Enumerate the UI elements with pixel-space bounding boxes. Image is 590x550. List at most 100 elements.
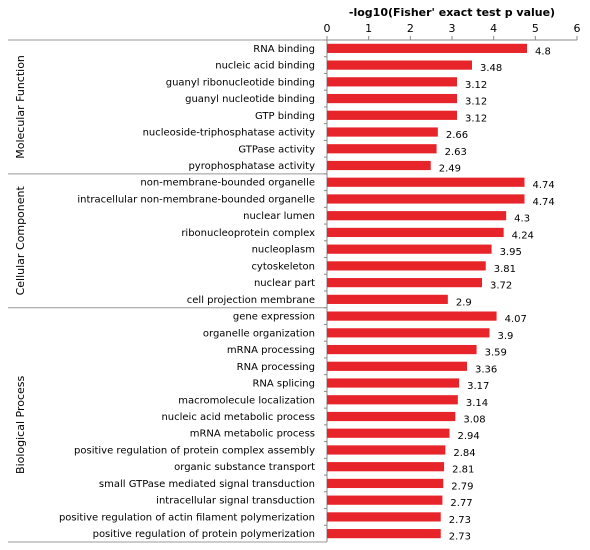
x-axis-ticks: 0 1 2 3 4 5 6 [324,22,581,40]
category-label: nucleoside-triphosphatase activity [143,128,315,139]
value-label: 3.17 [467,381,489,392]
bar [327,428,450,438]
category-label: small GTPase mediated signal transductio… [99,479,315,490]
category-label: organelle organization [203,328,315,339]
x-tick-label: 6 [574,22,581,35]
bar [327,478,444,489]
category-label: macromolecule localization [178,395,315,406]
bar [327,445,446,455]
category-label: GTPase activity [238,144,315,155]
bar [327,395,458,405]
category-label: nuclear part [254,278,315,289]
x-tick-label: 2 [407,22,414,35]
bar [327,328,490,338]
bar [327,512,441,522]
category-label: organic substance transport [174,462,315,473]
category-label: intracellular signal transduction [156,496,315,507]
category-label: cytoskeleton [251,261,315,272]
bar [327,361,467,371]
category-label: positive regulation of protein polymeriz… [93,529,315,540]
value-label: 2.73 [449,532,471,543]
bar [327,294,448,304]
x-tick-label: 5 [532,22,539,35]
group-label: Biological Process [14,375,27,473]
value-label: 2.63 [445,147,467,158]
group-label: Molecular Function [14,55,27,159]
bar [327,60,472,70]
bar [327,311,497,321]
value-label: 4.3 [514,214,530,225]
value-label: 3.48 [480,63,502,74]
value-label: 2.81 [452,465,474,476]
bar [327,344,477,355]
bar [327,110,457,120]
bar [327,211,507,221]
category-label: positive regulation of actin filament po… [59,512,315,523]
category-label: non-membrane-bounded organelle [140,178,315,189]
x-tick-label: 1 [365,22,372,35]
bar [327,378,460,388]
group-label: Cellular Component [14,186,27,296]
value-label: 3.59 [485,348,507,359]
value-label: 3.12 [465,80,487,91]
value-label: 3.72 [490,281,512,292]
bar [327,160,431,171]
value-label: 3.12 [465,97,487,108]
bar [327,411,456,422]
category-label: positive regulation of protein complex a… [74,445,315,456]
bar [327,144,437,154]
bar [327,278,482,288]
value-label: 3.9 [498,331,514,342]
value-label: 4.74 [533,197,555,208]
category-label: pyrophosphatase activity [188,161,315,172]
bar [327,227,504,238]
x-axis-title: -log10(Fisher' exact test p value) [349,6,555,19]
value-label: 3.95 [500,247,522,258]
bar [327,177,525,187]
bar [327,495,443,505]
x-tick-label: 0 [324,22,331,35]
value-label: 4.74 [533,180,555,191]
value-label: 3.12 [465,113,487,124]
value-label: 3.08 [463,415,485,426]
x-tick-label: 4 [490,22,497,35]
bar [327,529,441,539]
category-label: gene expression [233,312,315,323]
category-label: guanyl nucleotide binding [185,94,315,105]
category-label: cell projection membrane [187,295,315,306]
value-label: 4.24 [512,230,534,241]
category-label: RNA splicing [252,379,315,390]
axes [8,39,577,543]
bar [327,93,457,104]
category-label: ribonucleoprotein complex [181,228,315,239]
value-label: 2.9 [456,297,472,308]
value-label: 3.36 [475,364,497,375]
category-label: guanyl ribonucleotide binding [166,77,315,88]
category-label: mRNA metabolic process [190,429,315,440]
category-label: nuclear lumen [243,211,315,222]
category-label: nucleic acid metabolic process [161,412,315,423]
value-label: 4.07 [505,314,527,325]
category-label: intracellular non-membrane-bounded organ… [77,194,315,205]
category-label: RNA binding [253,44,315,55]
value-label: 2.77 [450,498,472,509]
value-label: 2.84 [453,448,475,459]
bar [327,43,527,53]
value-label: 2.49 [439,164,461,175]
x-tick-label: 3 [449,22,456,35]
bar [327,462,445,472]
bar [327,244,492,254]
value-label: 3.14 [466,398,488,409]
value-label: 2.94 [458,431,480,442]
bar [327,127,438,137]
value-label: 2.79 [451,481,473,492]
group-labels: Molecular Function Cellular Component Biol… [14,55,27,474]
category-label: nucleoplasm [252,245,315,256]
value-label: 2.66 [446,130,468,141]
category-label: RNA processing [237,362,315,373]
value-label: 4.8 [535,46,551,57]
category-label: GTP binding [255,111,315,122]
bar [327,261,486,271]
category-label: nucleic acid binding [215,61,315,72]
